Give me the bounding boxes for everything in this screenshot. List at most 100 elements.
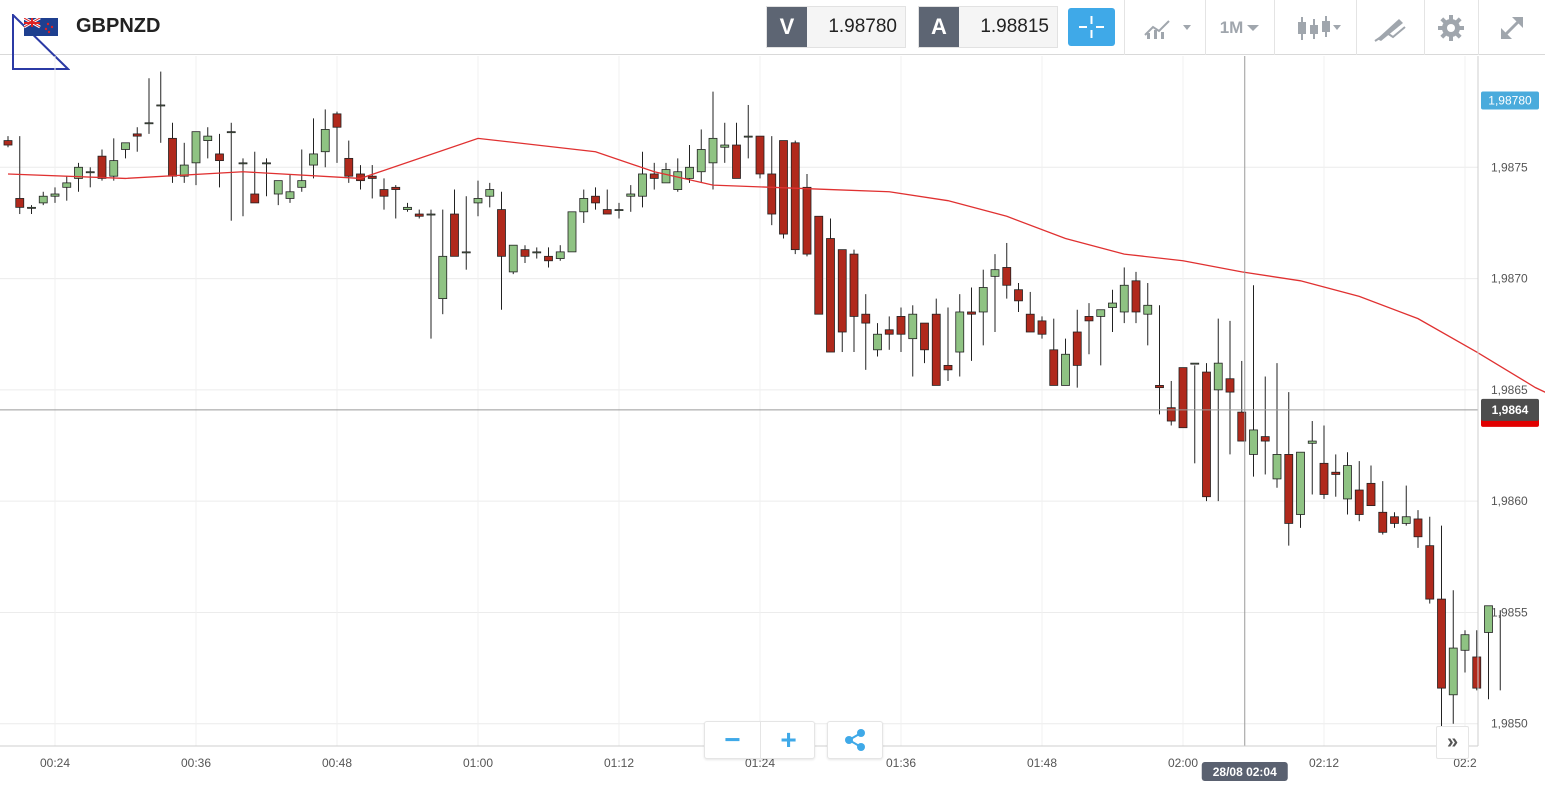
x-tick-label: 02:12: [1309, 756, 1339, 770]
candle-body: [1155, 385, 1164, 389]
share-icon: [845, 729, 865, 751]
candle-down: [1166, 380, 1176, 426]
settings-button[interactable]: [1428, 0, 1474, 55]
candle-body: [532, 251, 542, 254]
candle-body: [1260, 436, 1270, 442]
candle-up: [1143, 283, 1153, 346]
ask-price-box[interactable]: A 1.98815: [918, 6, 1058, 48]
candle-down: [814, 215, 824, 315]
candle-up: [226, 122, 236, 221]
candle-down: [1037, 316, 1047, 339]
candle-down: [1049, 318, 1059, 386]
candle-body: [285, 191, 295, 199]
candle-down: [802, 173, 812, 257]
ask-label: A: [919, 7, 959, 47]
toolbar-divider: [1424, 0, 1425, 55]
candle-body: [1237, 411, 1247, 442]
candle-body: [179, 164, 189, 177]
chart-area[interactable]: 1,98780 1,9864 28/08 02:04 1,9850 1,9855 1,9…: [0, 56, 1545, 782]
drawing-tools-button[interactable]: [1360, 0, 1420, 55]
candle-body: [485, 189, 495, 197]
candle-body: [379, 189, 389, 197]
candle-body: [391, 186, 401, 190]
candle-up: [262, 158, 271, 197]
indicators-button[interactable]: [1130, 0, 1200, 55]
candle-body: [309, 153, 318, 166]
candle-body: [520, 249, 530, 257]
candle-body: [1061, 353, 1070, 386]
candle-down: [1437, 525, 1446, 744]
candle-down: [1366, 465, 1376, 507]
candle-body: [344, 157, 354, 177]
current-price-tag: [1481, 398, 1539, 421]
chart-overlays: 1,98780 1,9864 28/08 02:04: [0, 56, 1539, 781]
candle-body: [38, 195, 48, 204]
candle-body: [62, 182, 72, 188]
candle-down: [344, 140, 354, 183]
candle-down: [1284, 392, 1294, 546]
candle-body: [1108, 302, 1117, 308]
candle-body: [1319, 462, 1329, 495]
candle-body: [743, 135, 753, 138]
candle-down: [1472, 630, 1482, 691]
candle-down: [391, 185, 401, 219]
candle-body: [191, 131, 201, 164]
candle-body: [567, 211, 577, 253]
scroll-to-latest-button[interactable]: »: [1436, 726, 1469, 759]
candle-body: [802, 186, 812, 255]
candle-body: [215, 153, 224, 162]
candle-body: [1249, 429, 1258, 455]
candle-body: [273, 180, 283, 195]
candle-up: [179, 142, 189, 183]
timeframe-button[interactable]: 1M: [1210, 0, 1270, 55]
candle-up: [614, 202, 624, 219]
candle-body: [50, 193, 60, 197]
candle-down: [544, 247, 553, 268]
candle-body: [837, 249, 847, 333]
candle-body: [132, 133, 142, 137]
candle-up: [121, 142, 130, 159]
ask-value: 1.98815: [959, 7, 1057, 47]
zoom-in-button[interactable]: +: [780, 724, 797, 755]
y-tick-label: 1,9875: [1491, 160, 1528, 174]
candle-body: [156, 104, 166, 107]
share-button[interactable]: [827, 721, 883, 759]
candle-body: [1166, 407, 1176, 422]
bid-price-box[interactable]: V 1.98780: [766, 6, 906, 48]
candle-body: [978, 287, 988, 313]
crosshair-button[interactable]: [1068, 8, 1115, 46]
candle-body: [614, 209, 624, 211]
crosshair-icon: [1079, 16, 1104, 38]
chart-type-button[interactable]: [1280, 0, 1350, 55]
candle-down: [497, 191, 506, 310]
candle-up: [109, 138, 119, 181]
candle-down: [520, 245, 530, 263]
toolbar-divider: [1478, 0, 1479, 55]
candle-body: [1190, 362, 1200, 365]
candle-down: [250, 151, 260, 204]
candle-up: [285, 173, 295, 203]
candle-body: [649, 173, 659, 179]
candle-down: [1378, 481, 1388, 535]
candle-up: [1484, 605, 1493, 700]
fullscreen-button[interactable]: [1484, 0, 1540, 55]
gear-icon: [1438, 14, 1464, 41]
candle-body: [790, 142, 800, 251]
candle-down: [15, 136, 25, 215]
x-tick-label: 01:24: [745, 756, 775, 770]
zoom-out-button[interactable]: −: [724, 724, 741, 755]
candle-down: [3, 136, 13, 148]
candle-body: [1331, 471, 1341, 475]
candle-up: [426, 209, 436, 339]
candle-up: [696, 129, 706, 183]
candle-up: [485, 182, 495, 208]
candle-up: [438, 209, 448, 315]
candle-up: [273, 180, 283, 206]
top-price-tag: [1481, 91, 1539, 110]
candle-up: [1272, 363, 1282, 488]
crosshair-time-label: 28/08 02:04: [1213, 765, 1277, 779]
candle-body: [755, 135, 765, 175]
candle-up: [203, 127, 213, 159]
candle-up: [1249, 285, 1258, 477]
